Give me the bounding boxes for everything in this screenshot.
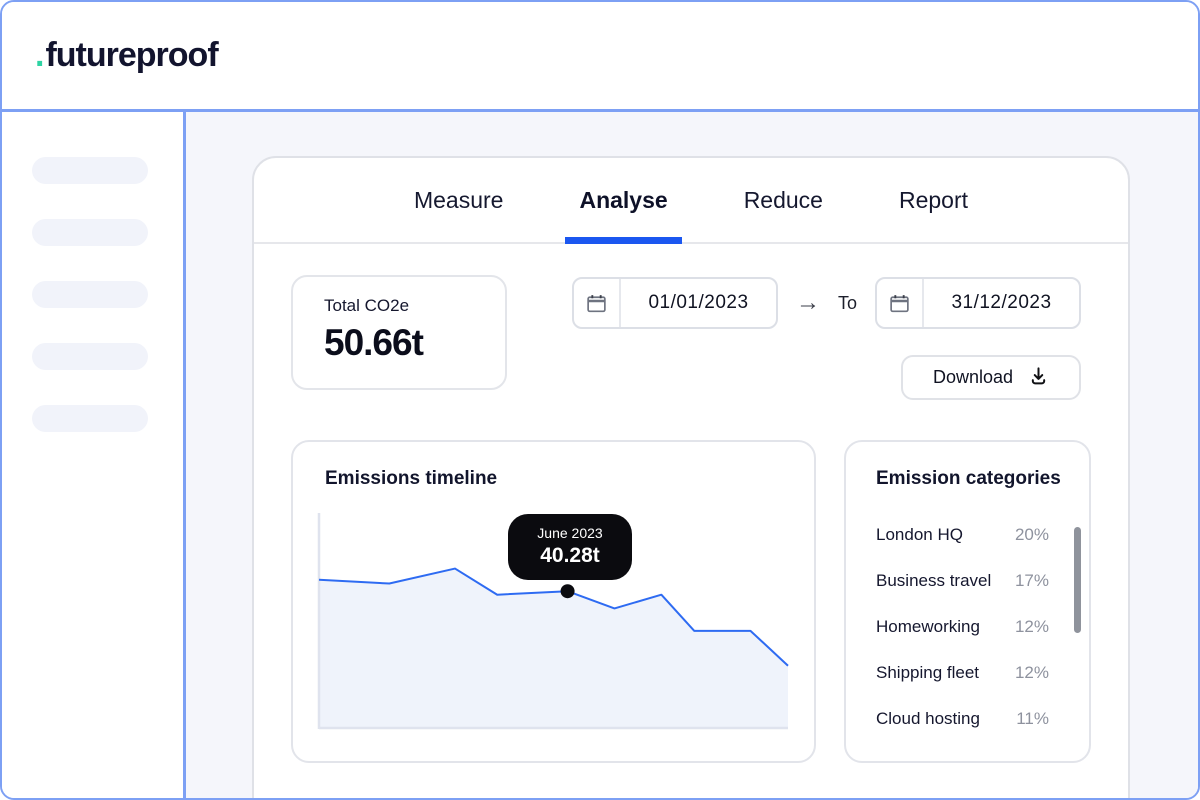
download-button-label: Download bbox=[932, 367, 1014, 387]
list-item[interactable]: Business travel 17% bbox=[876, 571, 1049, 590]
tab-measure[interactable]: Measure bbox=[413, 186, 504, 213]
calendar-icon[interactable] bbox=[877, 279, 924, 327]
tab-report[interactable]: Report bbox=[898, 186, 969, 213]
download-icon bbox=[1028, 365, 1049, 391]
range-to-label: To bbox=[837, 292, 857, 313]
tab-analyse[interactable]: Analyse bbox=[565, 158, 682, 244]
list-item[interactable]: London HQ 20% bbox=[876, 525, 1049, 544]
emissions-timeline-title: Emissions timeline bbox=[325, 468, 498, 489]
top-header: .futureproof bbox=[2, 2, 1198, 112]
active-tab-underline bbox=[565, 237, 682, 244]
logo-text: futureproof bbox=[45, 36, 218, 74]
start-date-input[interactable]: 01/01/2023 bbox=[571, 277, 778, 329]
skeleton-nav-item bbox=[32, 281, 148, 308]
list-item[interactable]: Homeworking 12% bbox=[876, 617, 1049, 636]
tab-reduce[interactable]: Reduce bbox=[743, 186, 823, 213]
skeleton-nav-item bbox=[32, 157, 148, 184]
main-area: Measure Analyse Reduce Report Total CO2e… bbox=[186, 112, 1198, 798]
total-co2e-card: Total CO2e 50.66t bbox=[291, 275, 507, 390]
start-date-value: 01/01/2023 bbox=[648, 292, 749, 313]
list-item[interactable]: Shipping fleet 12% bbox=[876, 663, 1049, 682]
total-co2e-value: 50.66t bbox=[324, 322, 424, 363]
total-co2e-label: Total CO2e bbox=[324, 296, 410, 315]
list-item[interactable]: Cloud hosting 11% bbox=[876, 709, 1049, 728]
emission-categories-title: Emission categories bbox=[876, 468, 1061, 489]
skeleton-nav-item bbox=[32, 405, 148, 432]
tab-bar: Measure Analyse Reduce Report bbox=[254, 158, 1128, 244]
dashboard-card: Measure Analyse Reduce Report Total CO2e… bbox=[252, 156, 1130, 798]
emissions-timeline-card: Emissions timeline June 2023 40.28t bbox=[291, 440, 816, 763]
skeleton-nav-item bbox=[32, 343, 148, 370]
range-arrow-icon: → bbox=[795, 289, 820, 316]
end-date-value: 31/12/2023 bbox=[951, 292, 1052, 313]
chart-tooltip: June 2023 40.28t bbox=[508, 514, 632, 580]
chart-tooltip-date: June 2023 bbox=[537, 525, 603, 541]
emissions-timeline-chart[interactable] bbox=[317, 508, 817, 740]
skeleton-nav-item bbox=[32, 219, 148, 246]
emission-categories-card: Emission categories London HQ 20% Busines… bbox=[844, 440, 1091, 763]
scrollbar-thumb[interactable] bbox=[1074, 527, 1081, 633]
end-date-input[interactable]: 31/12/2023 bbox=[875, 277, 1081, 329]
chart-tooltip-value: 40.28t bbox=[540, 544, 600, 567]
emission-categories-list: London HQ 20% Business travel 17% Homework… bbox=[876, 512, 1061, 742]
brand-logo: .futureproof bbox=[35, 36, 219, 75]
download-button[interactable]: Download bbox=[901, 355, 1081, 400]
date-range-picker: 01/01/2023 → To 31/12/2023 bbox=[571, 277, 1081, 329]
calendar-icon[interactable] bbox=[574, 279, 621, 327]
sidebar-nav bbox=[2, 112, 186, 798]
logo-dot: . bbox=[35, 36, 45, 74]
